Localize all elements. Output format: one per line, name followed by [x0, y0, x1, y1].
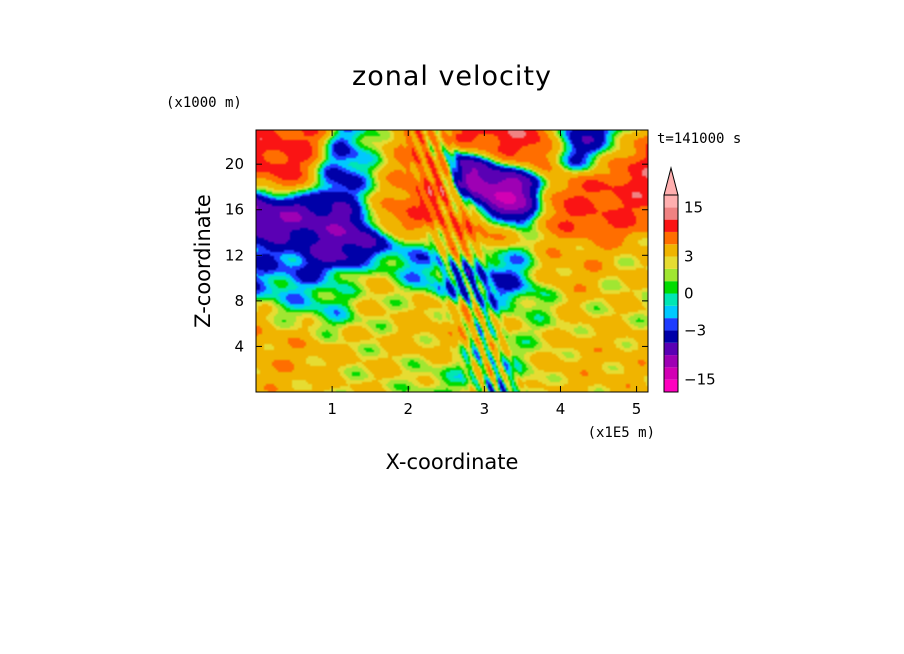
x-tick-label: 4 — [556, 400, 566, 418]
y-tick-label: 20 — [225, 155, 244, 173]
x-tick-label: 5 — [632, 400, 642, 418]
x-tick-label: 1 — [327, 400, 337, 418]
colorbar-bin — [664, 305, 678, 319]
colorbar-bin — [664, 219, 678, 232]
y-tick-label: 4 — [234, 337, 244, 355]
colorbar-extend-arrow — [663, 166, 679, 196]
y-units-label: (x1000 m) — [166, 95, 242, 111]
colorbar-frame — [663, 194, 679, 393]
y-axis-ticks: 4 8 12 16 20 — [225, 155, 648, 355]
colorbar-bin — [664, 367, 678, 380]
plot-frame — [255, 129, 649, 393]
chart-title: zonal velocity — [352, 61, 552, 92]
y-tick-label: 8 — [234, 292, 244, 310]
colorbar-bin — [664, 281, 678, 294]
colorbar-bin — [664, 207, 678, 220]
colorbar-bin — [664, 244, 678, 257]
colorbar-tick-label: 15 — [684, 198, 703, 216]
colorbar-bin — [664, 256, 678, 269]
colorbar-tick-label: −3 — [684, 321, 706, 339]
y-tick-label: 12 — [225, 246, 244, 264]
heatmap-plot-area — [255, 129, 649, 393]
x-tick-label: 3 — [480, 400, 490, 418]
time-label: t=141000 s — [657, 131, 741, 147]
y-axis-label: Z-coordinate — [191, 194, 215, 328]
y-tick-label: 16 — [225, 201, 244, 219]
colorbar-bin — [664, 318, 678, 331]
colorbar-bin — [664, 342, 678, 356]
colorbar-bin — [664, 355, 678, 368]
colorbar-bin — [664, 330, 678, 343]
heatmap-field — [256, 130, 648, 392]
colorbar-tick-label: −15 — [684, 371, 716, 389]
colorbar-bin — [664, 293, 678, 306]
x-tick-label: 2 — [403, 400, 413, 418]
colorbar: 15 3 0 −3 −15 — [663, 166, 716, 393]
x-units-label: (x1E5 m) — [588, 425, 655, 441]
colorbar-bin — [664, 195, 678, 208]
colorbar-tick-label: 3 — [684, 248, 694, 266]
colorbar-bin — [664, 379, 678, 392]
x-axis-label: X-coordinate — [386, 450, 519, 474]
colorbar-tick-label: 0 — [684, 285, 694, 303]
colorbar-bin — [664, 268, 678, 282]
colorbar-bin — [664, 231, 678, 245]
x-axis-ticks: 1 2 3 4 5 — [327, 130, 641, 418]
